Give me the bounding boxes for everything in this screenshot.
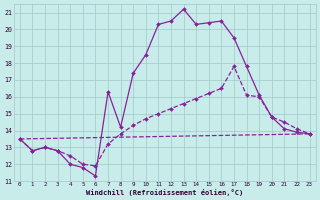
- X-axis label: Windchill (Refroidissement éolien,°C): Windchill (Refroidissement éolien,°C): [86, 189, 243, 196]
